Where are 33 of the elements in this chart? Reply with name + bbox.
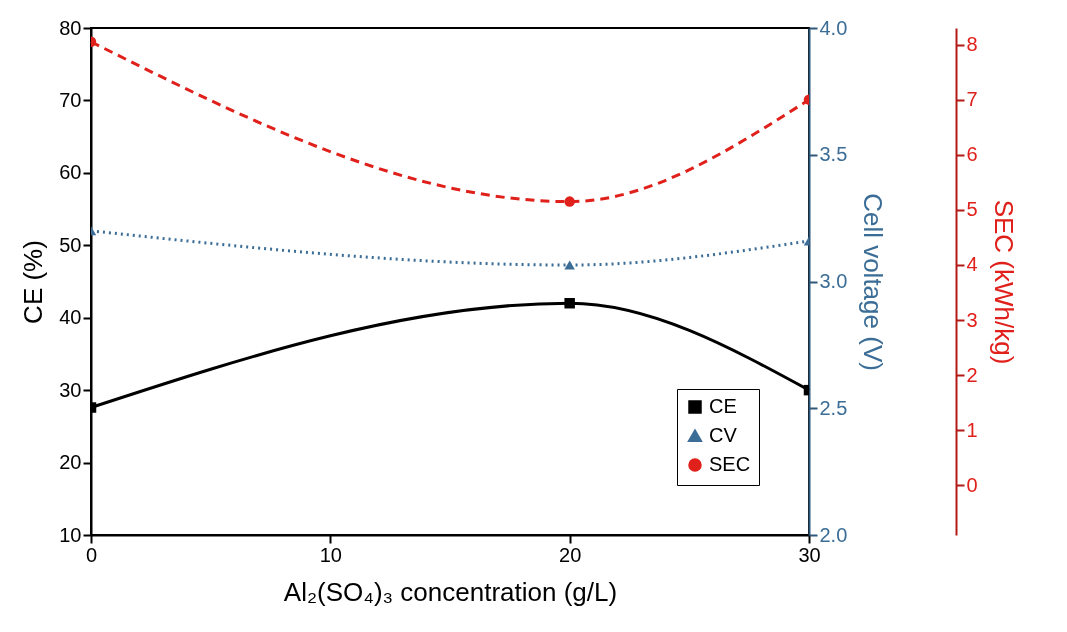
y3-tick-label: 3 bbox=[966, 308, 978, 331]
y2-tick-label: 4.0 bbox=[819, 16, 848, 39]
y-tick-label: 60 bbox=[59, 161, 82, 184]
x-tick-label: 30 bbox=[798, 543, 821, 566]
x-tick-label: 0 bbox=[85, 543, 98, 566]
y2-tick-label: 2.5 bbox=[819, 396, 848, 419]
legend-label: CV bbox=[709, 424, 738, 446]
y-tick-label: 20 bbox=[59, 451, 82, 474]
y3-tick-label: 7 bbox=[966, 88, 978, 111]
y-tick-label: 50 bbox=[59, 233, 82, 256]
y3-axis-title: SEC (kWh/kg) bbox=[988, 199, 1019, 365]
y-tick-label: 70 bbox=[59, 88, 82, 111]
y2-tick-label: 3.5 bbox=[819, 143, 848, 166]
y-tick-label: 10 bbox=[59, 523, 82, 546]
y3-tick-label: 1 bbox=[966, 418, 978, 441]
y3-tick-label: 8 bbox=[966, 33, 978, 56]
x-axis-title: Al₂(SO₄)₃ concentration (g/L) bbox=[283, 576, 618, 607]
y-axis-title: CE (%) bbox=[18, 240, 49, 324]
y2-tick-label: 3.0 bbox=[819, 270, 848, 292]
x-tick-label: 10 bbox=[319, 543, 342, 566]
x-tick-label: 20 bbox=[559, 543, 582, 566]
y3-tick-label: 4 bbox=[966, 253, 978, 276]
legend-label: CE bbox=[709, 395, 737, 417]
y3-tick-label: 2 bbox=[966, 363, 978, 386]
y3-tick-label: 0 bbox=[966, 473, 978, 496]
y3-tick-label: 5 bbox=[966, 198, 978, 221]
y3-tick-label: 6 bbox=[966, 143, 978, 166]
y2-tick-label: 2.0 bbox=[819, 523, 848, 546]
y-tick-label: 30 bbox=[59, 378, 82, 401]
legend-label: SEC bbox=[709, 453, 751, 475]
y-tick-label: 80 bbox=[59, 16, 82, 39]
y-tick-label: 40 bbox=[59, 306, 82, 329]
y2-axis-title: Cell voltage (V) bbox=[858, 193, 889, 371]
